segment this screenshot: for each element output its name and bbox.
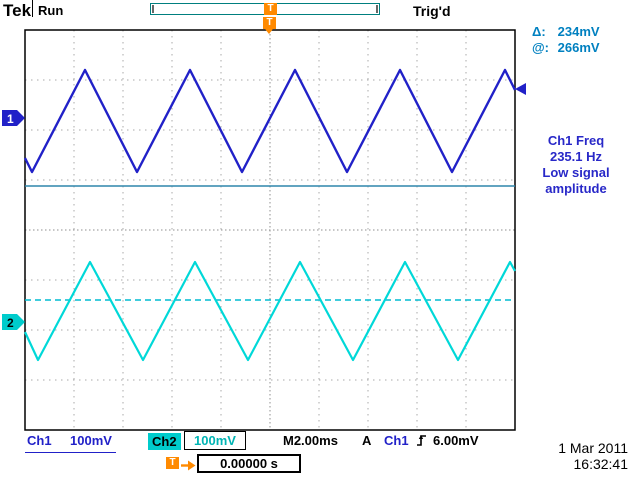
waveform-indicator-arrow [515,83,526,95]
ch2-scale: 100mV [184,431,246,450]
ch1-readout-group: Ch1 100mV [25,431,116,453]
brand-divider [32,0,33,17]
ch2-label: Ch2 [148,433,181,450]
trigger-level-readout: 6.00mV [433,433,479,448]
horizontal-position-readout: 0.00000 s [197,454,301,473]
trigger-source: Ch1 [384,433,409,448]
time-label: 16:32:41 [573,456,629,472]
ch2-marker-label: 2 [7,316,14,330]
date-label: 1 Mar 2011 [558,440,628,456]
acquisition-bar: T [150,3,380,15]
grid-center-axes [25,30,515,430]
timebase-readout: M2.00ms [283,433,338,448]
right-arrow-icon [181,458,196,476]
ch1-position-marker: 1 [2,110,25,126]
freq-value: 235.1 Hz [549,149,603,164]
trigger-status: Trig'd [413,3,451,19]
at-value: 266mV [557,40,600,55]
trigger-time-marker-icon: T [166,457,179,469]
tek-logo: Tek [3,1,32,20]
ch1-scale: 100mV [70,433,112,448]
grid [25,30,515,430]
at-measurement: @: 266mV [532,40,600,55]
datetime-readout: 1 Mar 2011 16:32:41 [558,440,628,472]
at-label: @: [532,40,550,55]
warning-line2: amplitude [545,181,607,196]
delta-measurement: Δ: 234mV [532,24,600,39]
trigger-position-marker: T [264,3,277,15]
delta-value: 234mV [557,24,600,39]
trigger-slope-icon [415,432,429,453]
ch2-waveform [24,260,516,362]
trigger-position-pointer-icon: T [263,17,276,34]
warning-line1: Low signal [542,165,610,180]
freq-title: Ch1 Freq [547,133,605,148]
ch1-waveform [23,68,517,174]
trigger-mode: A [362,433,372,448]
ch2-position-marker: 2 [2,314,25,330]
ch1-marker-label: 1 [7,112,14,126]
delta-label: Δ: [532,24,546,39]
ch1-label: Ch1 [27,433,52,448]
acquisition-state: Run [38,3,64,18]
ch1-freq-readout: Ch1 Freq 235.1 Hz Low signal amplitude [516,133,636,197]
